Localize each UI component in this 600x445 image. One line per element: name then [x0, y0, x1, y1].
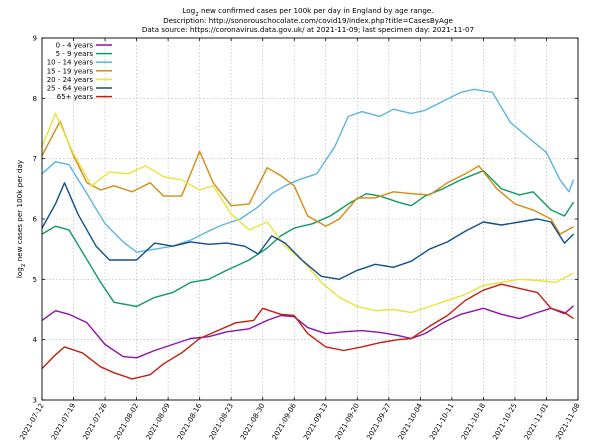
x-tick-label: 2021-09-27: [365, 402, 392, 441]
x-tick-label: 2021-11-08: [554, 402, 581, 441]
y-tick-label: 9: [33, 35, 37, 43]
grid: [42, 38, 578, 400]
legend-label: 20 - 24 years: [47, 76, 94, 84]
y-tick-label: 6: [33, 216, 38, 224]
x-tick-label: 2021-09-13: [302, 402, 329, 441]
y-axis-label: log2 new cases per 100k per day: [15, 159, 27, 278]
series-line-15-19-years: [41, 120, 574, 235]
y-tick-label: 3: [33, 397, 37, 405]
x-tick-label: 2021-08-09: [145, 402, 172, 441]
legend-label: 15 - 19 years: [47, 67, 94, 75]
title-line-2: Description: http://sonorouschocolate.co…: [163, 16, 453, 25]
series-line-0-4-years: [41, 305, 574, 359]
series-line-5-9-years: [41, 169, 575, 308]
y-tick-label: 7: [33, 155, 37, 163]
y-tick-label: 5: [33, 276, 37, 284]
series-line-65-years: [41, 283, 574, 380]
x-tick-label: 2021-07-12: [18, 402, 45, 441]
y-tick-label: 4: [33, 336, 38, 344]
legend-label: 10 - 14 years: [47, 59, 94, 67]
x-tick-label: 2021-10-11: [428, 402, 455, 441]
x-tick-label: 2021-10-25: [491, 402, 518, 441]
x-tick-label: 2021-07-26: [82, 402, 110, 442]
x-tick-label: 2021-08-30: [239, 402, 266, 441]
title-line-1: Log2 new confirmed cases per 100k per da…: [182, 6, 433, 18]
series-line-20-24-years: [41, 112, 574, 314]
x-tick-label: 2021-11-01: [523, 402, 550, 441]
x-tick-label: 2021-08-23: [208, 402, 235, 441]
legend-label: 5 - 9 years: [56, 50, 94, 58]
x-tick-label: 2021-10-04: [397, 402, 425, 442]
legend-label: 0 - 4 years: [56, 42, 94, 50]
legend-label: 25 - 64 years: [47, 85, 94, 93]
chart-title: Log2 new confirmed cases per 100k per da…: [142, 6, 474, 34]
x-tick-label: 2021-07-19: [50, 402, 77, 441]
x-tick-label: 2021-09-20: [334, 402, 361, 441]
series-line-10-14-years: [41, 88, 575, 253]
x-tick-label: 2021-08-02: [113, 402, 140, 441]
x-tick-label: 2021-08-16: [176, 402, 204, 442]
legend-label: 65+ years: [57, 93, 94, 101]
x-tick-label: 2021-10-18: [460, 402, 487, 441]
title-line-3: Data source: https://coronavirus.data.go…: [142, 25, 474, 34]
series-lines: [41, 88, 575, 380]
x-tick-label: 2021-09-06: [271, 402, 299, 442]
y-tick-label: 8: [33, 95, 37, 103]
series-line-25-64-years: [41, 182, 574, 280]
y-axis-ticks: 3 4 5 6 7 8 9: [33, 35, 578, 405]
